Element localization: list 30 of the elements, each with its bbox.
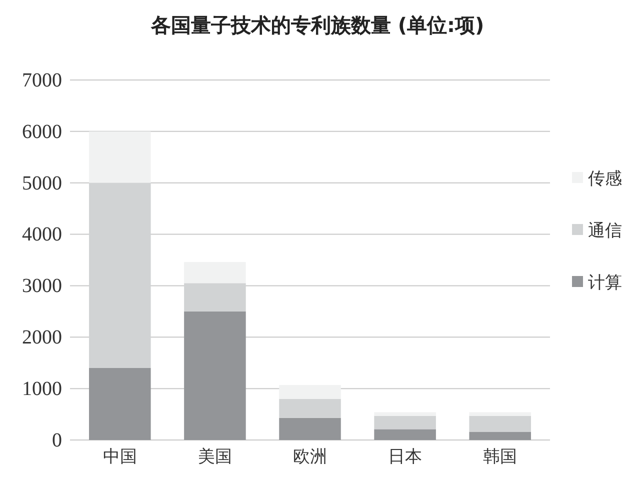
bar [374, 412, 436, 416]
y-tick-label: 4000 [22, 224, 62, 246]
legend-label: 计算 [588, 273, 622, 293]
bar [374, 416, 436, 430]
y-tick-label: 5000 [22, 172, 62, 194]
bar [184, 311, 246, 440]
y-tick-label: 0 [52, 429, 62, 452]
legend-label: 通信 [588, 221, 622, 241]
bar [469, 432, 531, 440]
x-tick-label: 中国 [102, 447, 137, 468]
bar [184, 262, 246, 284]
chart-title: 各国量子技术的专利族数量 (单位:项) [150, 13, 484, 37]
legend-label: 传感 [588, 169, 622, 189]
bar [279, 384, 341, 399]
bar [279, 398, 341, 418]
x-tick-label: 美国 [198, 447, 232, 468]
x-tick-label: 日本 [388, 447, 422, 468]
x-tick-label: 韩国 [483, 447, 518, 468]
bar [89, 368, 151, 440]
x-tick-label: 欧洲 [293, 447, 327, 468]
bar [279, 418, 341, 440]
y-tick-label: 6000 [22, 120, 62, 143]
bar [469, 412, 531, 416]
y-tick-label: 3000 [22, 275, 62, 298]
bar [374, 429, 436, 440]
y-tick-label: 1000 [22, 378, 62, 400]
y-tick-label: 7000 [22, 69, 62, 92]
y-tick-label: 2000 [22, 326, 62, 349]
bar [469, 416, 531, 432]
bar [89, 131, 151, 183]
